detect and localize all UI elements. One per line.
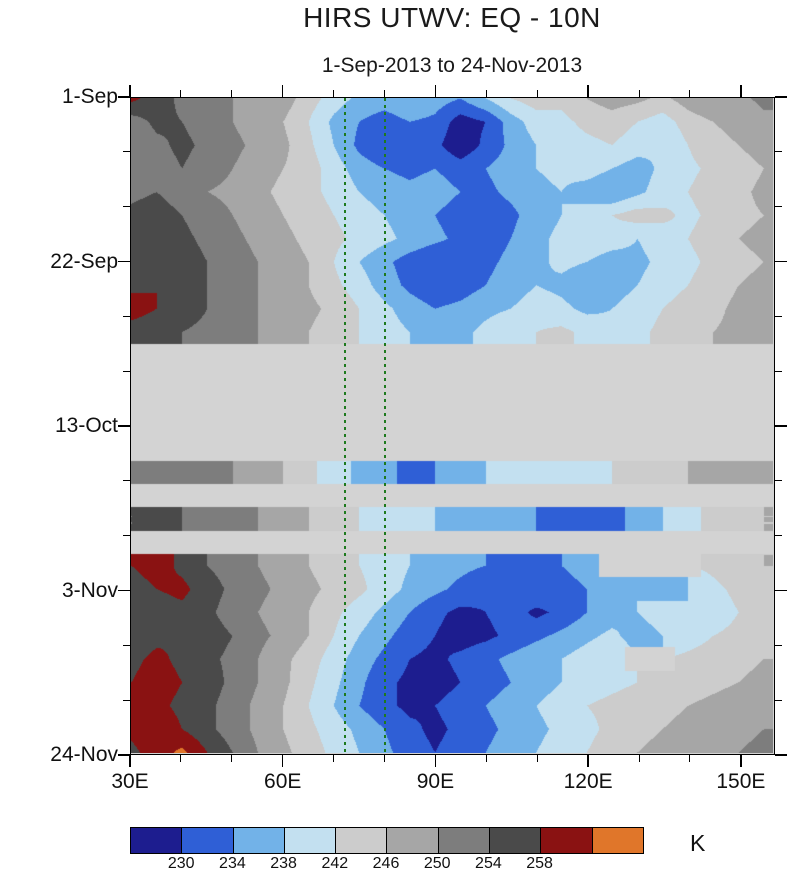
axis-tick [536, 755, 538, 762]
y-tick-label: 22-Sep [50, 249, 118, 273]
y-tick-label: 24-Nov [50, 743, 118, 766]
colorbar-tick-label: 258 [526, 855, 553, 869]
axis-tick [689, 755, 691, 762]
colorbar-cell [540, 828, 592, 853]
axis-tick [775, 315, 782, 317]
axis-tick [129, 755, 131, 767]
axis-tick [638, 755, 640, 762]
axis-tick [118, 754, 130, 756]
axis-tick [123, 535, 130, 537]
axis-tick [775, 260, 787, 263]
colorbar-cell [181, 828, 233, 853]
colorbar-tick-label: 250 [423, 855, 451, 869]
colorbar-tick-label: 238 [270, 855, 297, 869]
axis-tick [333, 755, 335, 762]
axis-tick [118, 260, 130, 263]
axis-tick [123, 206, 130, 208]
axis-tick [180, 755, 182, 762]
axis-tick [384, 90, 386, 97]
x-tick-label: 30E [111, 770, 149, 793]
axis-tick [485, 90, 487, 97]
axis-tick [281, 755, 284, 767]
x-tick-label: 120E [563, 770, 613, 793]
axis-tick [775, 425, 787, 427]
axis-tick [123, 315, 130, 317]
axis-tick [180, 90, 182, 97]
axis-tick [434, 85, 437, 97]
colorbar-unit-label: K [690, 830, 706, 856]
axis-tick [775, 480, 782, 482]
axis-tick [587, 755, 589, 767]
axis-tick [231, 90, 233, 97]
axis-tick [689, 90, 691, 97]
axis-tick [123, 151, 130, 153]
axis-tick [434, 755, 437, 767]
axis-tick [775, 699, 782, 701]
axis-tick [536, 90, 538, 97]
colorbar-cell [591, 828, 643, 853]
axis-tick [587, 85, 589, 97]
y-tick-label: 3-Nov [61, 578, 118, 602]
axis-tick [775, 644, 782, 646]
axis-tick [123, 699, 130, 701]
x-tick-label: 90E [416, 770, 455, 793]
axis-tick [123, 480, 130, 482]
heatmap-canvas [131, 98, 773, 753]
axis-tick [740, 85, 742, 97]
axis-tick [333, 90, 335, 97]
x-tick-label: 60E [264, 770, 302, 793]
axis-tick [118, 589, 130, 592]
axis-tick [129, 85, 131, 97]
axis-tick [775, 535, 782, 537]
axis-tick [775, 151, 782, 153]
axis-tick [384, 755, 386, 762]
axis-tick [740, 755, 742, 767]
chart-title: HIRS UTWV: EQ - 10N [303, 2, 601, 33]
axis-tick [123, 644, 130, 646]
axis-tick [118, 96, 130, 98]
axis-tick [638, 90, 640, 97]
colorbar-cell [437, 828, 490, 853]
colorbar-cell [386, 828, 438, 853]
chart-subtitle: 1-Sep-2013 to 24-Nov-2013 [321, 54, 583, 77]
colorbar-cell [489, 828, 541, 853]
colorbar-tick-label: 230 [167, 855, 195, 869]
axis-tick [775, 370, 782, 372]
y-tick-label: 13-Oct [54, 414, 118, 437]
axis-tick [775, 589, 787, 592]
y-tick-label: 1-Sep [61, 85, 118, 108]
plot-area [130, 97, 775, 755]
colorbar-cell [283, 828, 336, 853]
colorbar-cell [131, 828, 182, 853]
axis-tick [775, 96, 787, 98]
x-tick-label: 150E [716, 770, 766, 793]
colorbar [130, 827, 644, 854]
colorbar-cell [335, 828, 387, 853]
reference-line-80e [384, 98, 387, 754]
colorbar-tick-label: 234 [219, 855, 246, 869]
axis-tick [485, 755, 487, 762]
axis-tick [775, 206, 782, 208]
axis-tick [231, 755, 233, 762]
colorbar-cell [232, 828, 284, 853]
colorbar-tick-label: 242 [321, 855, 349, 869]
axis-tick [118, 425, 130, 427]
reference-line-72e [343, 98, 346, 754]
axis-tick [775, 754, 787, 756]
colorbar-tick-label: 246 [372, 855, 400, 869]
colorbar-tick-label: 254 [475, 855, 502, 869]
axis-tick [281, 85, 284, 97]
axis-tick [123, 370, 130, 372]
